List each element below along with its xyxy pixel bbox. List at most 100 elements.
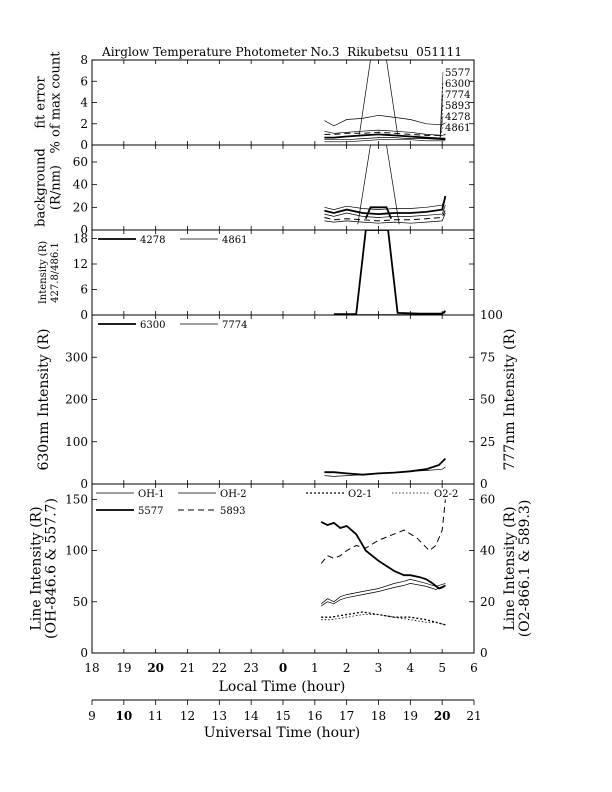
legend-label-5577: 5577 [138,506,163,517]
y-tick-label: 6 [80,74,88,88]
ut-tick-label: 17 [339,709,354,723]
series-line [359,60,398,135]
y-tick-label: 0 [80,308,88,322]
leader-line [439,93,444,140]
y-axis-label: 427.8/486.1 [50,242,61,303]
local-time-tick-label: 2 [343,661,351,675]
series-line-4861 [324,137,446,141]
y-axis-label: (R/nm) [49,165,64,210]
local-time-tick-label: 22 [212,661,227,675]
y-right-tick-label: 75 [480,350,495,364]
series-line-o2-2 [321,614,446,626]
y-tick-label: 40 [73,178,88,192]
series-line [324,195,447,216]
ut-tick-label: 18 [371,709,386,723]
y-right-axis-label: (O2-866.1 & 589.3) [517,500,533,638]
local-time-tick-label: 23 [244,661,259,675]
y-axis-label: 630nm Intensity (R) [36,328,52,470]
series-line-4278 [333,230,447,315]
y-tick-label: 50 [73,595,88,609]
panel-intensity_blue: 0 6 12 18 Intensity (R) 427.8/486.1 4278 4861 [38,229,475,322]
series-group [324,457,447,477]
local-time-tick-label: 0 [279,661,287,675]
legend: 4278 4861 [98,235,247,246]
legend: OH-1 OH-2 O2-1 O2-2 5577 5893 [96,489,458,517]
panel-fit_error: 0 2 4 6 8 fit error% of max count 557763007774… [34,51,475,154]
y-axis-label: % of max count [49,51,64,154]
series-line [364,206,393,220]
y-tick-label: 0 [80,646,88,660]
series-line-oh-1 [320,578,446,605]
local-time-tick-label: 6 [470,661,478,675]
y-right-tick-label: 0 [480,477,488,491]
ut-tick-label: 15 [275,709,290,723]
panel-frame [91,59,475,146]
ut-tick-label: 21 [466,709,481,723]
series-line-5893 [320,499,446,564]
ut-tick-label: 13 [212,709,227,723]
series-line [324,209,446,222]
series-line-6300 [324,457,447,476]
series-line-5577 [324,133,446,140]
legend-label-oh-2: OH-2 [220,489,247,500]
y-axis-label: background [34,148,49,227]
y-right-tick-label: 60 [480,492,495,506]
local-time-tick-label: 20 [147,661,164,675]
series-line-o2-1 [321,611,446,626]
local-time-tick-label: 19 [116,661,131,675]
series-label-6300: 6300 [445,79,470,90]
leader-line [439,82,444,140]
y-tick-label: 6 [80,283,88,297]
y-tick-label: 12 [73,257,88,271]
y-right-tick-label: 25 [480,435,495,449]
y-right-tick-label: 50 [480,393,495,407]
legend-label-o2-1: O2-1 [348,489,372,500]
y-tick-label: 0 [80,138,88,152]
series-group [333,230,447,315]
y-right-tick-label: 0 [480,646,488,660]
panel-frame [91,314,475,485]
universal-time-axis-label: Universal Time (hour) [204,725,361,741]
series-label-4861: 4861 [445,123,470,134]
series-line-6300 [324,114,446,127]
local-time-axis-label: Local Time (hour) [219,679,346,695]
leader-line [439,115,444,140]
ut-tick-label: 9 [88,709,96,723]
y-right-tick-label: 100 [480,308,503,322]
x-axes-group: 18 19 20 21 22 23 0 1 2 3 4 5 69 10 11 12 13 14 15 16 17 18 19… [84,661,481,723]
series-label-4278: 4278 [445,112,470,123]
legend-label-4278: 4278 [140,235,165,246]
y-tick-label: 8 [80,53,88,67]
y-tick-label: 20 [73,200,88,214]
series-label-5893: 5893 [445,101,470,112]
series-line-4278 [324,139,446,143]
panel-red_nir: 0 100 200 300 0 25 50 75 100 630nm Intensity (R) 7… [36,308,518,491]
y-axis-label: Line Intensity (R) [29,506,45,630]
ut-tick-label: 11 [148,709,163,723]
series-line [324,204,446,218]
y-right-axis-label: Line Intensity (R) [502,506,518,630]
local-time-tick-label: 21 [180,661,195,675]
series-line [324,212,446,224]
legend-label-4861: 4861 [222,235,247,246]
ut-tick-label: 19 [403,709,418,723]
y-tick-label: 200 [65,393,88,407]
y-tick-label: 150 [65,492,88,506]
legend-label-5893: 5893 [220,506,245,517]
series-line-oh-2 [321,583,446,607]
panel-frame [91,144,475,231]
ut-tick-label: 20 [434,709,451,723]
y-tick-label: 18 [73,232,88,246]
y-tick-label: 4 [80,96,88,110]
series-label-5577: 5577 [445,68,470,79]
y-axis-label: Intensity (R) [38,241,49,304]
legend-label-7774: 7774 [222,320,247,331]
ut-tick-label: 12 [180,709,195,723]
series-group [324,145,447,225]
y-tick-label: 300 [65,350,88,364]
legend-label-6300: 6300 [140,320,165,331]
